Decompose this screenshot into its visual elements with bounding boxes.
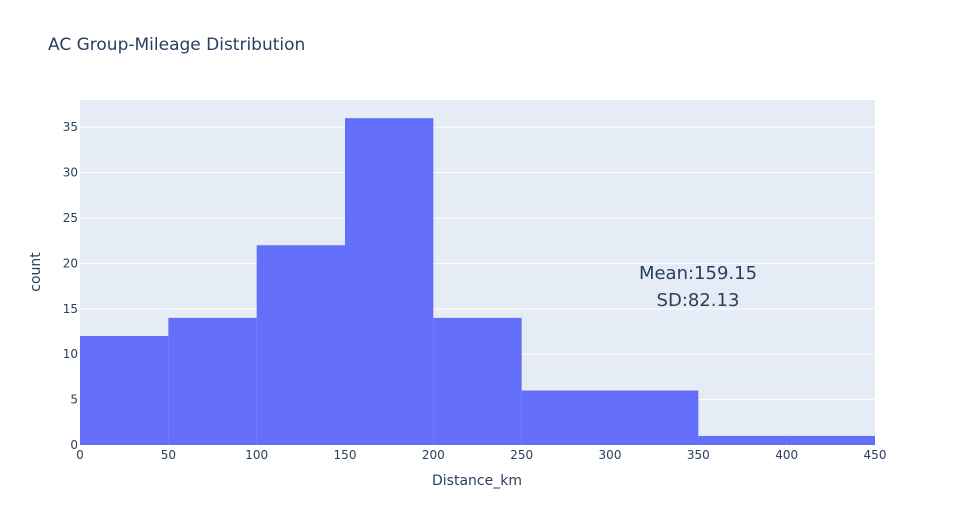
mean-annotation: Mean:159.15: [639, 263, 757, 284]
histogram-bar-6: [610, 390, 699, 445]
y-tick-labels: 0 5 10 15 20 25 30 35: [63, 120, 78, 452]
y-tick-label: 25: [63, 211, 78, 225]
histogram-bar-0: [80, 336, 169, 445]
x-tick-label: 100: [245, 448, 268, 462]
y-tick-label: 15: [63, 302, 78, 316]
x-tick-labels: 0 50 100 150 200 250 300 350 400 450: [76, 448, 886, 462]
x-tick-label: 350: [687, 448, 710, 462]
y-tick-label: 0: [70, 438, 78, 452]
sd-annotation: SD:82.13: [657, 290, 740, 311]
y-tick-label: 35: [63, 120, 78, 134]
y-axis-title: count: [28, 252, 44, 292]
x-tick-label: 300: [599, 448, 622, 462]
x-tick-label: 150: [334, 448, 357, 462]
bars: [80, 118, 875, 445]
y-tick-label: 5: [70, 393, 78, 407]
y-tick-label: 30: [63, 166, 78, 180]
x-tick-label: 0: [76, 448, 84, 462]
y-tick-label: 20: [63, 256, 78, 270]
histogram-bar-5: [521, 390, 610, 445]
histogram-bar-4: [433, 317, 522, 445]
histogram-bar-7: [698, 435, 787, 445]
y-tick-label: 10: [63, 347, 78, 361]
histogram-bar-2: [256, 245, 345, 445]
x-tick-label: 50: [161, 448, 176, 462]
x-tick-label: 250: [510, 448, 533, 462]
chart-title: AC Group-Mileage Distribution: [48, 35, 305, 55]
histogram-bar-8: [786, 435, 875, 445]
x-tick-label: 400: [775, 448, 798, 462]
x-axis-title: Distance_km: [432, 473, 522, 489]
histogram-bar-1: [168, 317, 257, 445]
x-tick-label: 200: [422, 448, 445, 462]
x-tick-label: 450: [864, 448, 887, 462]
histogram-bar-3: [345, 118, 434, 445]
